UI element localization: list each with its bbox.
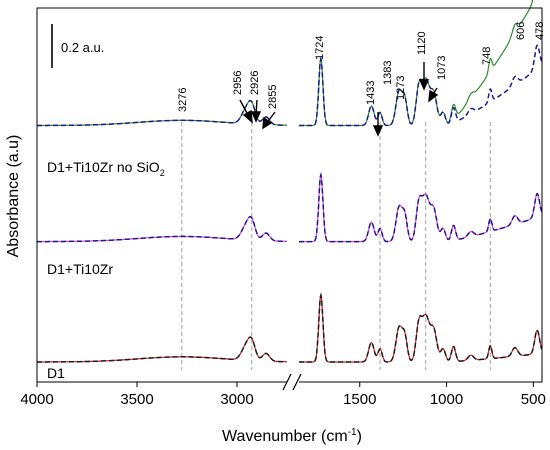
x-tick-label: 4000 [20, 391, 53, 408]
peak-label: 1073 [436, 56, 448, 80]
scale-bar-label: 0.2 a.u. [61, 40, 104, 55]
series-bottom-dashed-high [37, 336, 287, 363]
peak-label: 606 [515, 22, 527, 40]
peak-label: 1273 [395, 76, 407, 100]
x-tick-label: 500 [521, 391, 546, 408]
peak-label: 1383 [382, 61, 394, 85]
series-top-dashed-low [299, 44, 543, 127]
sample-label-bottom: D1 [47, 365, 65, 381]
peak-guide-lines [181, 122, 491, 370]
peak-label: 2926 [249, 71, 261, 95]
x-tick-label: 1000 [430, 391, 463, 408]
x-tick-label: 3500 [120, 391, 153, 408]
series-bottom-solid-high [37, 336, 287, 363]
scale-bar: 0.2 a.u. [51, 24, 104, 68]
series-top-solid-low [299, 0, 534, 127]
axis-break [282, 373, 302, 391]
x-axis-ticks: 4000 3500 3000 1500 1000 500 [20, 382, 546, 408]
peak-label: 3276 [177, 88, 189, 112]
peak-label: 478 [534, 22, 546, 40]
series-bottom-dashed-low [299, 292, 543, 363]
plot-frame [36, 7, 543, 383]
x-tick-label: 3000 [220, 391, 253, 408]
series-middle-solid-high [37, 216, 287, 243]
peak-label: 2956 [232, 71, 244, 95]
spectra-curves [37, 0, 543, 363]
series-middle-solid-low [299, 172, 543, 243]
peak-label: 1433 [365, 81, 377, 105]
peak-label: 748 [481, 47, 493, 65]
peak-label: 1724 [314, 36, 326, 60]
series-bottom-solid-low [299, 292, 543, 363]
y-axis-label: Absorbance (a.u) [5, 135, 22, 258]
sample-label-middle: D1+Ti10Zr [47, 261, 113, 277]
sample-label-top: D1+Ti10Zr no SiO2 [47, 159, 165, 178]
x-tick-label: 1500 [343, 391, 376, 408]
peak-label: 1120 [416, 31, 428, 55]
peak-arrows [239, 62, 439, 137]
series-middle-dashed-high [37, 215, 287, 243]
series-middle-dashed-low [299, 171, 543, 243]
x-axis-label: Wavenumber (cm-1) [222, 427, 362, 445]
peak-label: 2855 [267, 85, 279, 109]
